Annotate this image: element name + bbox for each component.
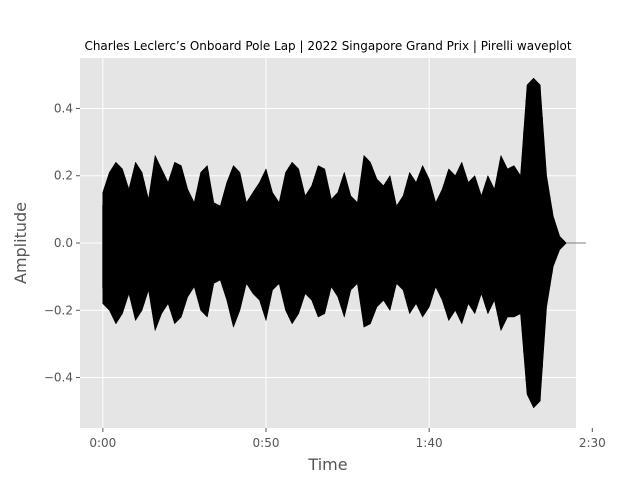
y-tick-label: 0.2 xyxy=(54,169,73,183)
x-tick-label: 0:00 xyxy=(89,436,116,450)
waveform xyxy=(102,77,587,409)
tick-labels: 0:00 0:50 1:40 2:30 −0.4 −0.2 0.0 0.2 0.4 xyxy=(44,101,606,450)
x-tick-label: 2:30 xyxy=(579,436,606,450)
x-axis-label: Time xyxy=(307,455,347,474)
y-tick-label: −0.4 xyxy=(44,371,73,385)
y-tick-label: 0.0 xyxy=(54,236,73,250)
x-tick-label: 1:40 xyxy=(416,436,443,450)
chart-title: Charles Leclerc’s Onboard Pole Lap | 202… xyxy=(84,39,571,53)
y-axis-label: Amplitude xyxy=(11,202,30,284)
y-tick-label: −0.2 xyxy=(44,303,73,317)
x-tick-label: 0:50 xyxy=(253,436,280,450)
y-tick-label: 0.4 xyxy=(54,101,73,115)
